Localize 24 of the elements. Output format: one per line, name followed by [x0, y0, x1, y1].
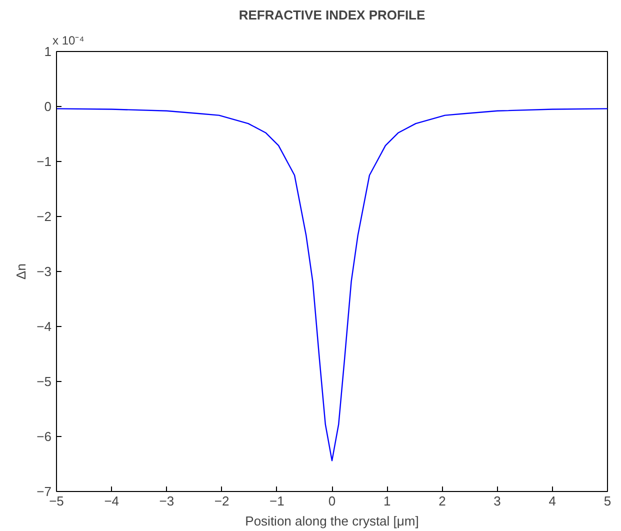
chart-title: REFRACTIVE INDEX PROFILE: [238, 8, 426, 22]
x-tick-label: 1: [383, 494, 391, 508]
x-tick-label: −4: [104, 494, 120, 508]
y-tick-label: 1: [44, 44, 52, 59]
y-axis-title: Δn: [14, 264, 29, 280]
y-tick-label: −7: [36, 484, 52, 499]
x-tick-label: 4: [548, 494, 556, 508]
x-tick-label: −3: [159, 494, 174, 508]
x-tick-label: 2: [438, 494, 446, 508]
x-tick-label: 3: [494, 494, 501, 508]
y-tick-label: −3: [36, 264, 52, 279]
y-tick-label: 0: [44, 99, 52, 114]
x-axis-title: Position along the crystal [μm]: [245, 514, 419, 528]
text: x 10⁻⁴: [52, 34, 84, 48]
x-tick-label: 5: [604, 494, 612, 508]
x-tick-label: −1: [269, 494, 284, 508]
y-tick-label: −1: [36, 154, 52, 169]
line-series: [56, 108, 608, 462]
x-tick-label: 0: [328, 494, 336, 508]
y-tick-label: −6: [36, 429, 52, 444]
y-tick-label: −2: [36, 209, 52, 224]
x-tick-label: −2: [214, 494, 230, 508]
y-tick-label: −5: [36, 374, 52, 389]
y-tick-label: −4: [36, 319, 52, 334]
